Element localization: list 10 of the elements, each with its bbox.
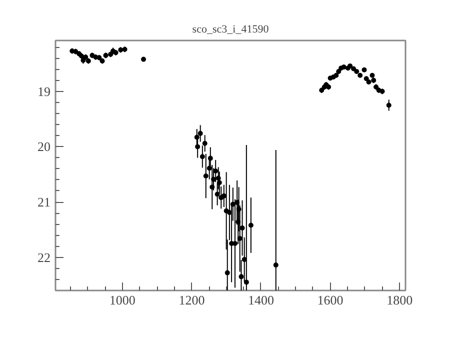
y-tick-label: 22 xyxy=(38,250,50,265)
x-tick-label: 1600 xyxy=(317,292,344,308)
y-tick-label: 20 xyxy=(38,139,50,154)
chart-title: sco_sc3_i_41590 xyxy=(192,24,270,36)
y-tick-label: 19 xyxy=(38,84,50,99)
x-tick-label: 1800 xyxy=(386,292,413,308)
x-tick-label: 1000 xyxy=(109,292,136,308)
y-tick-label: 21 xyxy=(38,194,50,210)
x-tick-label: 1400 xyxy=(248,292,274,308)
x-tick-label: 1200 xyxy=(178,292,205,308)
